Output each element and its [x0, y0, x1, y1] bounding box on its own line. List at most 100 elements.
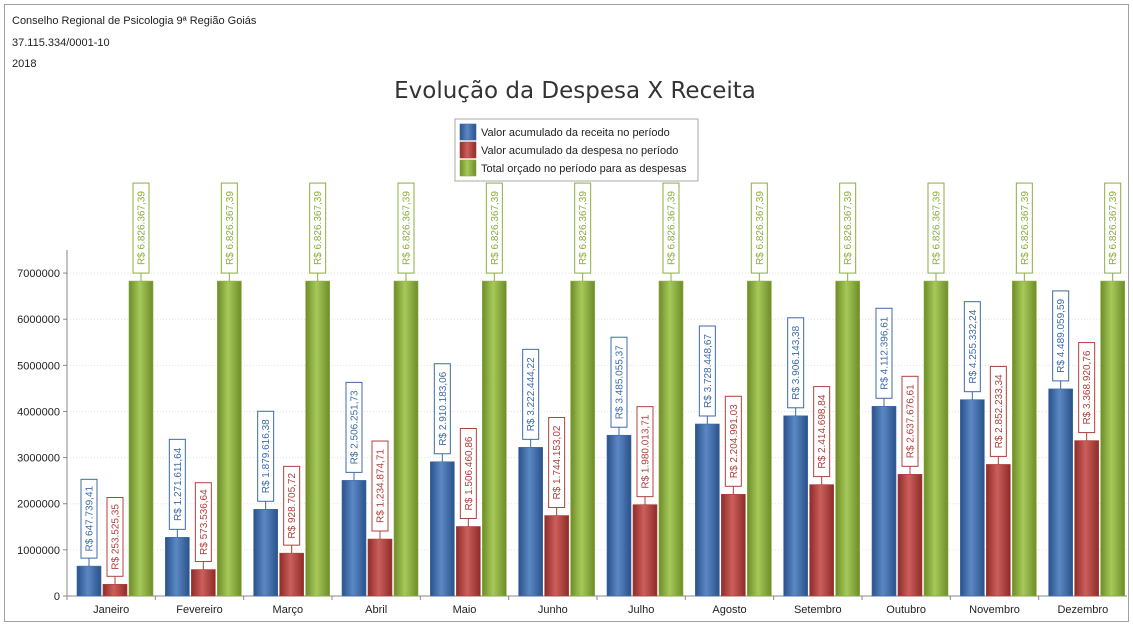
organization-name: Conselho Regional de Psicologia 9ª Regiã…: [12, 15, 257, 27]
bar: [482, 280, 507, 597]
bar: [695, 423, 720, 597]
data-label: R$ 4.255.332,24: [968, 309, 979, 383]
data-label: R$ 1.506.460,86: [464, 436, 475, 510]
data-label-box: [485, 182, 503, 274]
data-label-box: [724, 395, 742, 487]
x-tick-label: Outubro: [886, 604, 926, 616]
bar: [102, 584, 128, 597]
data-label: R$ 6.826.367,39: [578, 191, 589, 265]
bar: [1074, 440, 1099, 597]
y-tick-label: 7000000: [17, 268, 60, 280]
legend-box: [454, 118, 699, 182]
bar: [217, 280, 242, 597]
data-label: R$ 3.368.920,76: [1082, 350, 1093, 424]
legend: Valor acumulado da receita no período Val…: [454, 118, 699, 182]
bar: [128, 280, 154, 597]
data-label-box: [220, 182, 238, 274]
bar: [1048, 388, 1073, 597]
bar: [1100, 280, 1125, 597]
bar: [76, 565, 102, 597]
data-label: R$ 647.739,41: [85, 485, 96, 551]
y-tick-label: 5000000: [17, 360, 60, 372]
bar: [747, 280, 772, 597]
data-label: R$ 6.826.367,39: [843, 191, 854, 265]
bar: [632, 504, 658, 597]
data-label-box: [397, 182, 415, 274]
data-label: R$ 928.705,72: [287, 473, 298, 539]
bar: [430, 461, 455, 597]
bar: [871, 405, 897, 597]
bar: [456, 526, 481, 597]
bar: [809, 484, 834, 597]
data-label: R$ 1.271.611,64: [173, 447, 184, 521]
x-tick-label: Novembro: [969, 604, 1020, 616]
bar: [923, 280, 949, 597]
bar: [544, 515, 569, 597]
data-label: R$ 2.637.676,61: [906, 384, 917, 458]
bar: [165, 537, 190, 597]
data-labels: R$ 647.739,41 R$ 253.525,35 R$ 6.826.367,3…: [80, 182, 1122, 585]
legend-label: Valor acumulado da receita no período: [481, 127, 670, 139]
y-tick-label: 4000000: [17, 406, 60, 418]
data-label-box: [283, 465, 301, 546]
axes: 0 1000000 2000000 3000000 4000000 5000000 6000…: [17, 250, 1127, 616]
data-label-box: [787, 317, 805, 409]
data-label: R$ 6.826.367,39: [313, 191, 324, 265]
data-label: R$ 1.980.013,71: [641, 414, 652, 488]
x-tick-label: Agosto: [712, 604, 746, 616]
data-label-box: [548, 417, 566, 509]
x-tick-label: Julho: [628, 604, 654, 616]
report-year: 2018: [12, 58, 37, 70]
y-tick-label: 1000000: [17, 545, 60, 557]
data-label-box: [839, 182, 857, 274]
x-tick-label: Maio: [453, 604, 477, 616]
data-label: R$ 6.826.367,39: [137, 191, 148, 265]
x-tick-label: Fevereiro: [176, 604, 222, 616]
bar: [367, 538, 393, 597]
y-tick-label: 6000000: [17, 314, 60, 326]
data-label-box: [168, 438, 186, 530]
x-tick-label: Janeiro: [93, 604, 129, 616]
bar: [518, 447, 543, 597]
data-label: R$ 573.536,64: [199, 489, 210, 555]
data-label-box: [750, 182, 768, 274]
bar: [960, 399, 985, 597]
data-label-box: [927, 182, 945, 274]
bar: [191, 569, 216, 597]
y-tick-label: 0: [54, 591, 60, 603]
data-label-box: [662, 182, 680, 274]
bar: [1012, 280, 1037, 597]
data-label-box: [257, 410, 275, 502]
data-label: R$ 3.485.055,37: [615, 345, 626, 419]
data-label-box: [106, 497, 124, 577]
report-frame: [4, 4, 1129, 622]
legend-swatch: [459, 141, 477, 159]
data-label: R$ 4.112.396,61: [880, 316, 891, 390]
data-label-box: [1104, 182, 1122, 274]
data-label: R$ 6.826.367,39: [225, 191, 236, 265]
data-label-box: [132, 182, 150, 274]
legend-swatch: [459, 159, 477, 177]
data-label: R$ 6.826.367,39: [932, 191, 943, 265]
legend-label: Valor acumulado da despesa no período: [481, 145, 678, 157]
data-label-box: [875, 307, 893, 399]
data-label-box: [901, 375, 919, 467]
data-label-box: [194, 482, 212, 563]
data-label: R$ 2.414.698,84: [817, 394, 828, 468]
data-label: R$ 2.910.183,06: [438, 371, 449, 445]
data-label-box: [1015, 182, 1033, 274]
bar: [783, 415, 808, 597]
data-label: R$ 253.525,35: [111, 504, 122, 570]
data-label-box: [522, 348, 540, 440]
x-tick-label: Dezembro: [1057, 604, 1108, 616]
data-label: R$ 1.234.874,71: [376, 449, 387, 523]
data-label-box: [963, 301, 981, 393]
data-label-box: [989, 365, 1007, 457]
organization-cnpj: 37.115.334/0001-10: [12, 37, 110, 49]
data-label-box: [80, 478, 98, 559]
data-label-box: [1078, 342, 1096, 434]
x-tick-label: Março: [273, 604, 304, 616]
data-label: R$ 4.489.059,59: [1056, 298, 1067, 372]
data-label: R$ 2.852.233,34: [994, 374, 1005, 448]
